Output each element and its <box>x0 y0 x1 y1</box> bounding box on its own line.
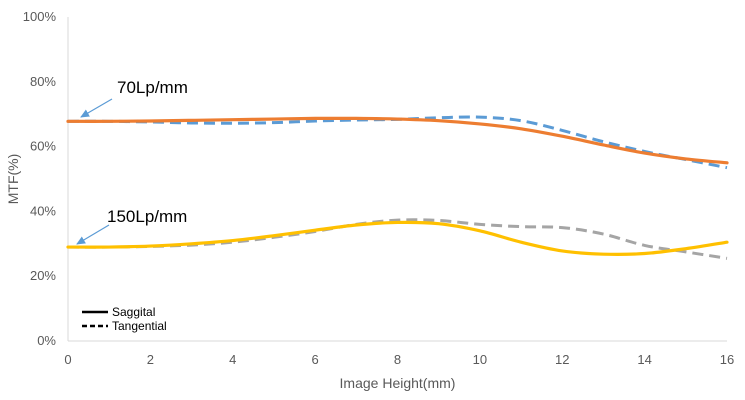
x-tick-label: 8 <box>394 352 401 367</box>
x-tick-label: 12 <box>555 352 569 367</box>
annotation-label: 150Lp/mm <box>107 207 187 226</box>
y-tick-label: 100% <box>23 9 57 24</box>
x-tick-label: 16 <box>720 352 734 367</box>
y-axis-title: MTF(%) <box>5 154 21 205</box>
legend-label: Saggital <box>112 305 155 319</box>
annotation-arrow <box>80 98 113 118</box>
x-tick-label: 10 <box>473 352 487 367</box>
y-tick-label: 0% <box>37 333 56 348</box>
y-tick-label: 80% <box>30 74 56 89</box>
x-tick-label: 0 <box>64 352 71 367</box>
annotation-layer: 70Lp/mm 150Lp/mm <box>76 78 188 245</box>
y-tick-label: 60% <box>30 139 56 154</box>
x-tick-label: 2 <box>147 352 154 367</box>
x-tick-label: 6 <box>312 352 319 367</box>
axes-layer: 0% 20% 40% 60% 80% 100% 0 2 4 6 8 10 12 14 16 <box>23 9 734 367</box>
y-tick-label: 40% <box>30 203 56 218</box>
series-line-70lp-saggital <box>66 116 729 165</box>
series-line-150lp-saggital <box>66 220 729 256</box>
series-line-70lp-tangential <box>67 115 728 170</box>
legend-label: Tangential <box>112 319 167 333</box>
series-layer <box>66 115 729 260</box>
x-tick-label: 14 <box>637 352 651 367</box>
x-tick-label: 4 <box>229 352 236 367</box>
y-tick-label: 20% <box>30 268 56 283</box>
annotation-arrow <box>76 224 110 245</box>
annotation-label: 70Lp/mm <box>117 78 188 97</box>
x-axis-title: Image Height(mm) <box>340 375 456 391</box>
